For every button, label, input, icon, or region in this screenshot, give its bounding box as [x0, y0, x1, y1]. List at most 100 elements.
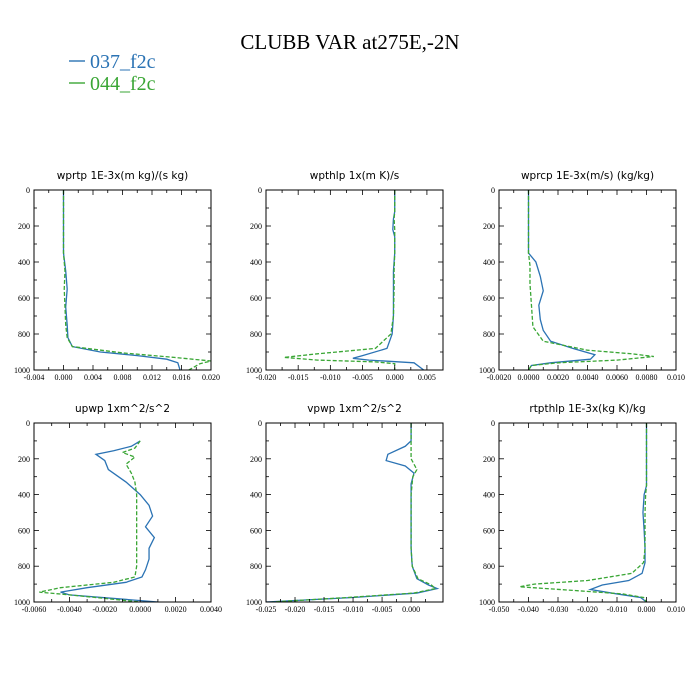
y-tick-label: 0	[26, 419, 30, 428]
y-tick-label: 0	[258, 419, 262, 428]
plot-frame	[498, 189, 677, 371]
plot-frame	[265, 422, 444, 603]
x-tick-label: 0.005	[418, 373, 436, 382]
x-tick-label: 0.008	[114, 373, 132, 382]
x-tick-label: 0.000	[638, 605, 656, 614]
y-tick-label: 0	[491, 419, 495, 428]
panel-5: vpwp 1xm^2/s^2 -0.025 -0.020 -0.015 -0.010 -0…	[246, 403, 444, 614]
x-tick-label: -0.010	[320, 373, 341, 382]
plot-frame	[265, 189, 444, 371]
series-line-037_f2c	[527, 190, 597, 370]
y-tick-label: 600	[250, 294, 262, 303]
x-tick-label: 0.0000	[518, 373, 540, 382]
panel-title: wprtp 1E-3x(m kg)/(s kg)	[57, 170, 188, 182]
legend-item-037: 037_f2c	[69, 51, 156, 73]
panel-title: vpwp 1xm^2/s^2	[307, 403, 402, 415]
plot-frame	[33, 189, 212, 371]
y-tick-label: 400	[18, 491, 30, 500]
y-tick-label: 800	[18, 562, 30, 571]
y-tick-label: 600	[250, 526, 262, 535]
x-tick-label: 0.012	[143, 373, 161, 382]
y-tick-label: 1000	[246, 598, 262, 607]
y-tick-label: 0	[258, 186, 262, 195]
y-tick-label: 400	[483, 491, 495, 500]
x-tick-label: 0.0040	[200, 605, 222, 614]
y-tick-label: 600	[18, 294, 30, 303]
series-line-044_f2c	[271, 423, 437, 602]
x-tick-label: -0.005	[352, 373, 373, 382]
y-tick-label: 1000	[479, 598, 495, 607]
legend-item-044: 044_f2c	[69, 73, 156, 95]
y-tick-label: 1000	[479, 366, 495, 375]
x-tick-label: 0.0040	[577, 373, 599, 382]
y-tick-label: 600	[483, 294, 495, 303]
x-tick-label: 0.000	[386, 373, 404, 382]
x-tick-label: -0.015	[314, 605, 335, 614]
y-tick-label: 800	[250, 562, 262, 571]
y-tick-label: 0	[26, 186, 30, 195]
x-tick-label: -0.0020	[487, 373, 512, 382]
series-line-037_f2c	[352, 190, 425, 370]
x-tick-label: 0.020	[202, 373, 220, 382]
series-line-037_f2c	[62, 190, 181, 370]
y-tick-label: 400	[483, 258, 495, 267]
x-tick-label: -0.010	[607, 605, 628, 614]
panel-3: wprcp 1E-3x(m/s) (kg/kg) -0.0020 0.0000 0.0…	[479, 170, 685, 382]
panel-title: upwp 1xm^2/s^2	[75, 403, 170, 415]
series-line-044_f2c	[62, 190, 211, 370]
panel-title: rtpthlp 1E-3x(kg K)/kg	[529, 403, 645, 415]
x-tick-label: -0.050	[489, 605, 510, 614]
y-tick-label: 400	[18, 258, 30, 267]
x-tick-label: 0.016	[173, 373, 191, 382]
panel-title: wprcp 1E-3x(m/s) (kg/kg)	[521, 170, 654, 182]
series-line-044_f2c	[39, 440, 141, 602]
y-tick-label: 400	[250, 258, 262, 267]
x-tick-label: -0.0040	[57, 605, 82, 614]
y-tick-label: 800	[250, 330, 262, 339]
y-tick-label: 400	[250, 491, 262, 500]
x-tick-label: -0.040	[518, 605, 539, 614]
x-tick-label: -0.005	[372, 605, 393, 614]
y-tick-label: 200	[250, 222, 262, 231]
series-line-044_f2c	[527, 190, 654, 370]
x-tick-label: -0.0020	[92, 605, 117, 614]
y-tick-label: 800	[483, 562, 495, 571]
plot-frame	[33, 422, 212, 603]
x-tick-label: -0.020	[256, 373, 277, 382]
y-tick-label: 200	[18, 455, 30, 464]
y-tick-label: 800	[18, 330, 30, 339]
x-tick-label: 0.010	[667, 373, 685, 382]
y-tick-label: 800	[483, 330, 495, 339]
panel-title: wpthlp 1x(m K)/s	[310, 170, 400, 182]
panel-6: rtpthlp 1E-3x(kg K)/kg -0.050 -0.040 -0.030…	[479, 403, 685, 614]
x-tick-label: -0.020	[285, 605, 306, 614]
legend-label-037: 037_f2c	[90, 51, 156, 73]
legend: 037_f2c 044_f2c	[69, 51, 156, 95]
series-line-037_f2c	[60, 440, 158, 602]
plot-frame	[498, 422, 677, 603]
x-tick-label: -0.025	[256, 605, 277, 614]
x-tick-label: 0.000	[55, 373, 73, 382]
panel-2: wpthlp 1x(m K)/s -0.020 -0.015 -0.010 -0.005…	[246, 170, 444, 382]
x-tick-label: 0.004	[84, 373, 102, 382]
y-tick-label: 1000	[14, 598, 30, 607]
x-tick-label: -0.0060	[22, 605, 47, 614]
x-tick-label: -0.020	[577, 605, 598, 614]
x-tick-label: -0.010	[343, 605, 364, 614]
y-tick-label: 600	[18, 526, 30, 535]
x-tick-label: -0.030	[548, 605, 569, 614]
series-line-044_f2c	[519, 423, 648, 602]
x-tick-label: 0.0020	[165, 605, 187, 614]
figure-title: CLUBB VAR at275E,-2N	[240, 30, 459, 54]
y-tick-label: 200	[483, 455, 495, 464]
x-tick-label: -0.004	[24, 373, 45, 382]
y-tick-label: 1000	[14, 366, 30, 375]
y-tick-label: 200	[18, 222, 30, 231]
y-tick-label: 600	[483, 526, 495, 535]
x-tick-label: 0.010	[667, 605, 685, 614]
y-tick-label: 1000	[246, 366, 262, 375]
x-tick-label: 0.000	[402, 605, 420, 614]
x-tick-label: 0.0000	[129, 605, 151, 614]
x-tick-label: 0.0020	[547, 373, 569, 382]
